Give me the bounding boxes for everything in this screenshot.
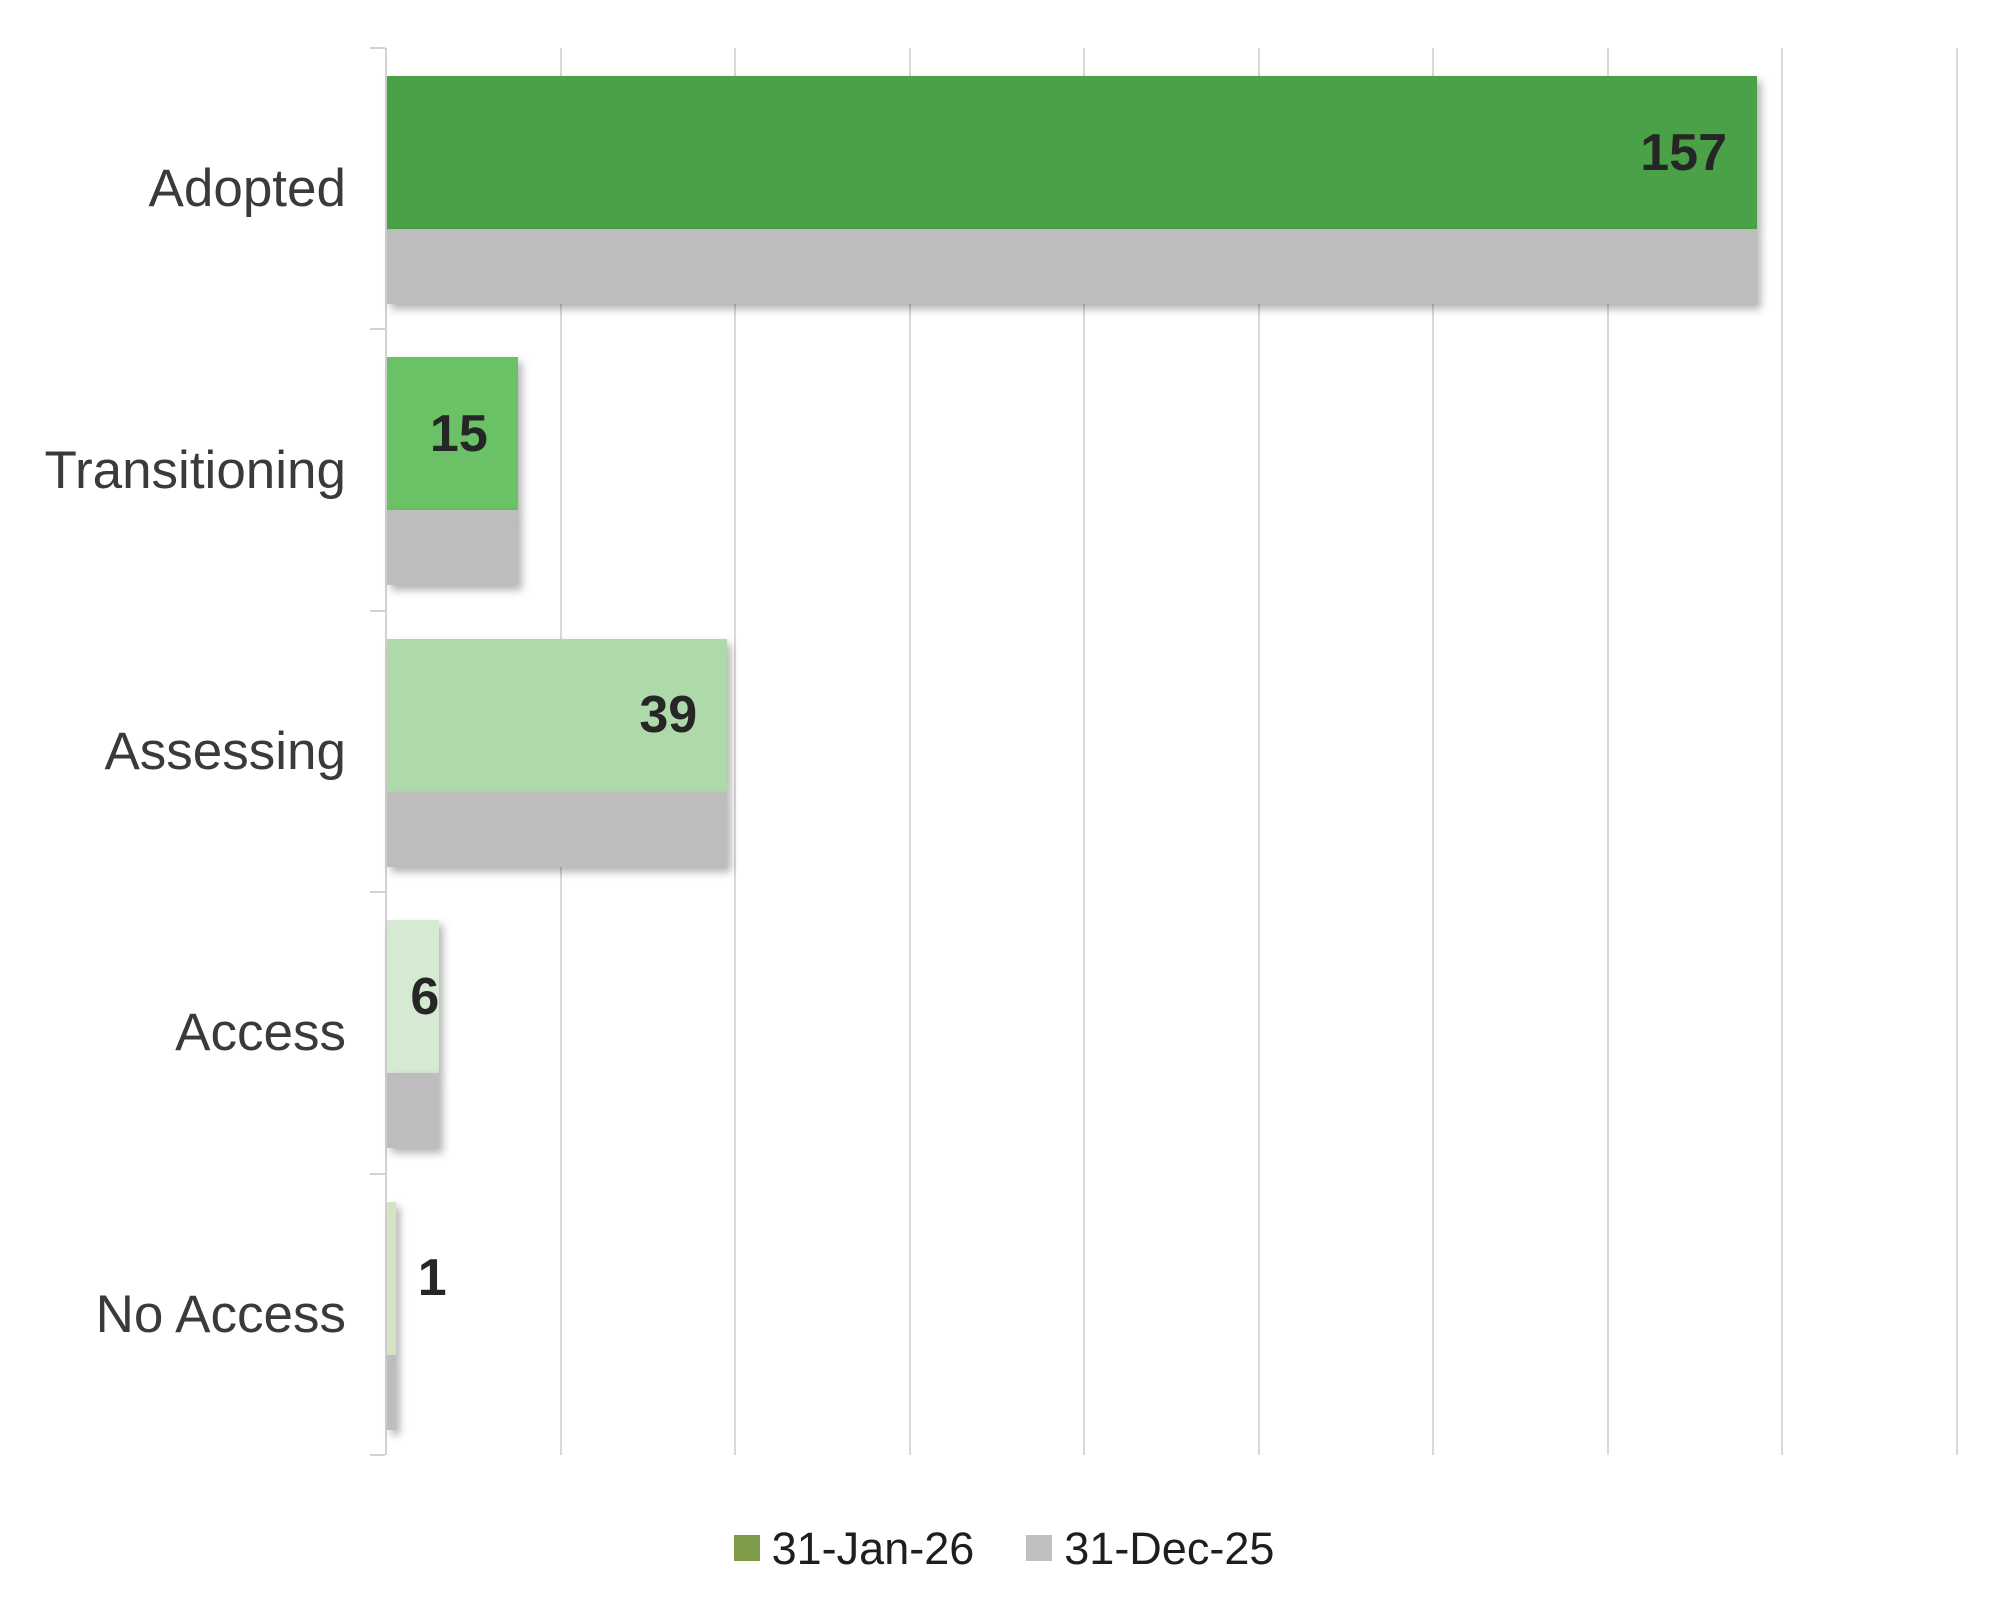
legend-label: 31-Jan-26 [771, 1522, 975, 1574]
axis-tick [370, 328, 385, 331]
data-label: 1 [417, 1249, 447, 1308]
bar-31-Jan-26 [387, 76, 1758, 229]
data-label: 157 [1640, 123, 1728, 182]
gridline [1257, 48, 1260, 1455]
bar-31-Dec-25 [387, 791, 728, 867]
bar-31-Dec-25 [387, 229, 1758, 304]
axis-tick [370, 47, 385, 49]
data-label: 39 [639, 686, 698, 745]
legend-item: 31-Jan-26 [733, 1522, 975, 1574]
bar-31-Dec-25 [387, 510, 518, 586]
legend-marker-icon [733, 1535, 760, 1561]
legend-label: 31-Dec-25 [1064, 1522, 1275, 1574]
bar-31-Jan-26 [387, 1201, 396, 1355]
bar-31-Dec-25 [387, 1354, 396, 1430]
gridline [1956, 48, 1958, 1455]
category-label: Adopted [148, 159, 346, 219]
gridline [1781, 48, 1784, 1455]
bar-31-Jan-26 [387, 357, 518, 511]
category-label: No Access [95, 1284, 346, 1344]
bar-31-Dec-25 [387, 1073, 440, 1149]
data-label: 6 [410, 967, 440, 1026]
legend-marker-icon [1026, 1535, 1053, 1561]
category-label: Access [175, 1003, 346, 1063]
data-label: 15 [429, 404, 488, 463]
gridline [908, 48, 911, 1455]
axis-tick [370, 891, 385, 894]
gridline [1083, 48, 1086, 1455]
gridline [1606, 48, 1609, 1455]
axis-tick [370, 1172, 385, 1175]
axis-tick [370, 609, 385, 612]
legend: 31-Jan-26 31-Dec-25 [0, 1516, 2008, 1580]
axis-tick [370, 1454, 385, 1456]
gridline [1432, 48, 1435, 1455]
bar-31-Jan-26 [387, 638, 728, 792]
legend-item: 31-Dec-25 [1026, 1526, 1274, 1571]
gridline [734, 48, 737, 1455]
bar-31-Jan-26 [387, 920, 440, 1074]
category-label: Assessing [104, 721, 346, 781]
category-axis [385, 48, 387, 1455]
category-label: Transitioning [44, 440, 346, 500]
